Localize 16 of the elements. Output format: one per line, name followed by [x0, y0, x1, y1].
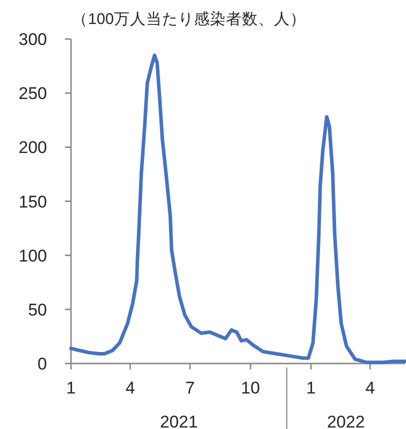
y-tick-label: 50 — [28, 300, 47, 320]
text: 2021 — [160, 412, 198, 429]
y-tick-label: 300 — [18, 30, 47, 49]
y-tick-label: 250 — [18, 84, 47, 104]
x-tick-label: 4 — [365, 378, 375, 398]
y-tick-label: 100 — [18, 246, 47, 266]
y-tick-label: 200 — [18, 138, 47, 158]
y-tick-label: 0 — [38, 354, 47, 374]
text: 2022 — [326, 412, 365, 429]
x-tick-label: 1 — [306, 378, 316, 398]
x-tick-label: 1 — [66, 378, 76, 398]
y-tick-label: 150 — [18, 192, 47, 212]
chart-title: （100万人当たり感染者数、人） — [72, 10, 306, 28]
x-tick-label: 4 — [125, 378, 135, 398]
x-tick-label: 7 — [185, 378, 195, 398]
x-tick-label: 10 — [241, 378, 260, 398]
